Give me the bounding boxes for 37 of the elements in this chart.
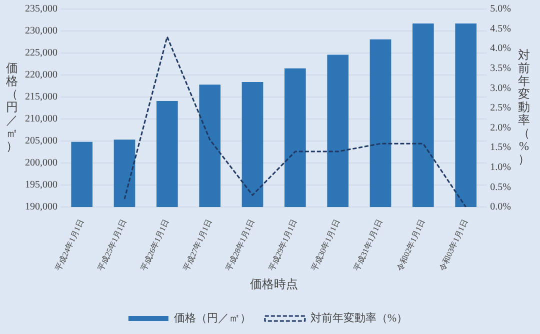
- y2-tick-label: 0.5%: [490, 182, 512, 193]
- x-tick-label: 平成24年1月1日: [54, 218, 86, 273]
- y-tick-label: 210,000: [25, 114, 58, 125]
- text: 対前年変動率（%）: [518, 48, 530, 166]
- y-tick-label: 195,000: [25, 180, 58, 191]
- y2-tick-label: 2.5%: [490, 102, 512, 114]
- y2-tick-label: 4.5%: [490, 23, 512, 34]
- x-tick-label: 平成26年1月1日: [139, 218, 171, 273]
- y-tick-label: 225,000: [25, 48, 58, 59]
- y2-tick-label: 3.5%: [490, 63, 512, 74]
- y2-tick-label: 2.0%: [490, 122, 512, 134]
- y2-tick-label: 4.0%: [490, 43, 512, 54]
- x-axis-title: 価格時点: [250, 277, 298, 292]
- y2-tick-label: 1.5%: [490, 142, 512, 154]
- line-series: [124, 36, 467, 207]
- y-tick-label: 200,000: [25, 158, 58, 169]
- y2-tick-label: 0.0%: [490, 202, 512, 213]
- y2-tick-label: 3.0%: [490, 82, 512, 94]
- x-tick-label: 令和03年1月1日: [438, 218, 470, 273]
- x-tick-label: 平成31年1月1日: [352, 218, 384, 273]
- y-tick-label: 220,000: [25, 70, 58, 81]
- y-tick-label: 235,000: [25, 4, 58, 15]
- x-tick-label: 平成27年1月1日: [182, 218, 214, 273]
- y-tick-label: 215,000: [25, 92, 58, 103]
- x-tick-label: 平成30年1月1日: [310, 218, 342, 273]
- y-tick-label: 230,000: [25, 26, 58, 37]
- y-tick-label: 190,000: [25, 202, 58, 213]
- y-axis-title: 価格（円／㎡）: [5, 61, 18, 154]
- y-tick-label: 205,000: [25, 136, 58, 147]
- x-tick-label: 平成25年1月1日: [96, 218, 128, 273]
- x-tick-label: 平成28年1月1日: [224, 218, 256, 273]
- x-tick-label: 平成29年1月1日: [267, 218, 299, 273]
- legend-label: 対前年変動率（%）: [310, 311, 408, 324]
- y2-tick-label: 1.0%: [490, 162, 512, 174]
- x-tick-label: 令和02年1月1日: [395, 218, 427, 273]
- y2-tick-label: 5.0%: [490, 4, 512, 15]
- legend-label: 価格（円／㎡）: [174, 312, 251, 324]
